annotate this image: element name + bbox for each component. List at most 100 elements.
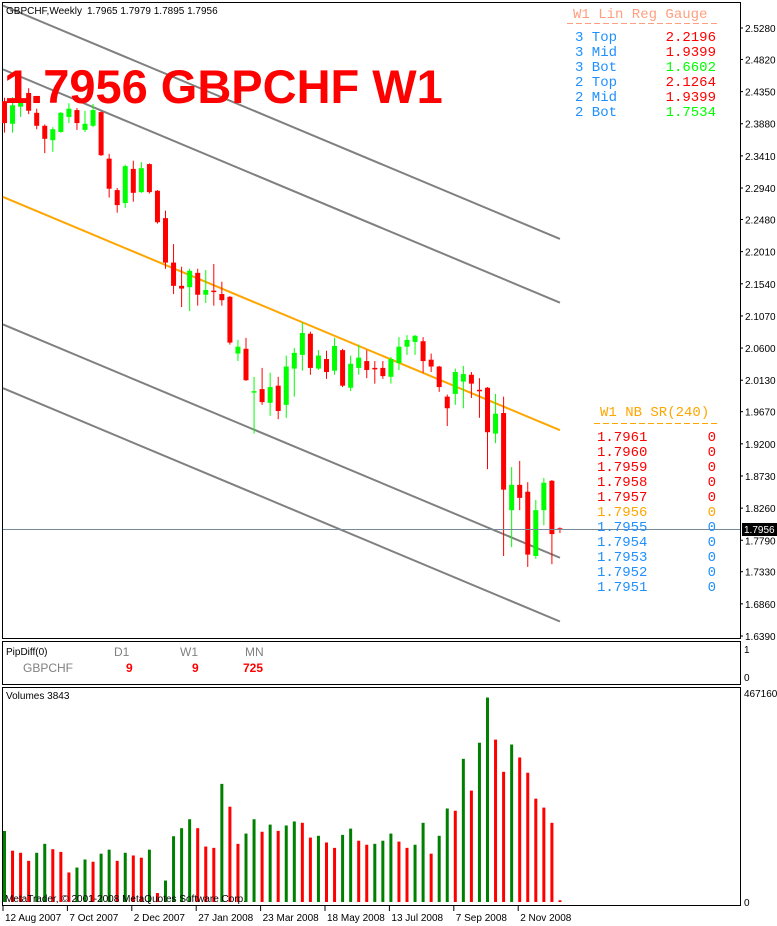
volume-bar [204, 846, 208, 902]
candle-body [364, 361, 370, 370]
price-tick-label: 1.8260 [745, 504, 776, 515]
candle-body [275, 385, 281, 411]
candles [2, 88, 563, 567]
candle-body [195, 272, 201, 295]
candle [517, 460, 523, 511]
candle [315, 350, 321, 370]
candle-body [235, 346, 241, 354]
candle-body [340, 350, 346, 386]
candle [130, 160, 136, 202]
candle [267, 372, 273, 416]
volume-bar [469, 790, 473, 902]
gauge-row-label: 2 Bot [575, 105, 617, 121]
time-tick-label: 23 Mar 2008 [263, 913, 320, 924]
candle [356, 344, 362, 375]
candle [324, 350, 329, 379]
chart-header-symbol: GBPCHF,Weekly [6, 6, 82, 17]
volume-bar [292, 821, 296, 902]
time-tick-label: 2 Dec 2007 [134, 913, 186, 924]
price-tick-label: 1.7330 [745, 568, 776, 579]
candle [452, 368, 458, 405]
time-tick-label: 7 Oct 2007 [69, 913, 118, 924]
candle-body [299, 333, 305, 355]
candle-body [2, 101, 7, 124]
watermark: MetaTrader, © 2001-2008 MetaQuotes Softw… [5, 894, 246, 905]
sr-row-count: 0 [708, 445, 716, 461]
price-tick-label: 2.1070 [745, 312, 776, 323]
candle [227, 296, 233, 345]
volume-bar [526, 772, 530, 902]
volume-bar [236, 843, 240, 902]
candle [114, 188, 120, 213]
pipdiff-axis-max: 1 [744, 645, 750, 656]
candle [195, 268, 201, 306]
volume-bar [139, 857, 143, 902]
time-tick-label: 27 Jan 2008 [198, 913, 253, 924]
volume-bar [437, 835, 441, 902]
volume-bar [19, 852, 23, 902]
candle [26, 88, 32, 115]
price-axis[interactable]: 2.5280 2.4820 2.4350 2.3880 2.3410 2.2940 2.24… [740, 24, 776, 643]
pipdiff-value-mn: 725 [243, 661, 263, 675]
candle [460, 365, 466, 409]
volume-bar [115, 860, 119, 902]
candle-body [412, 335, 418, 342]
candle-body [517, 484, 523, 498]
sr-row-price: 1.7955 [597, 520, 647, 536]
candle [50, 127, 56, 152]
sr-row-count: 0 [708, 430, 716, 446]
volume-bar [421, 822, 425, 902]
candle [34, 108, 40, 130]
candle [259, 367, 265, 405]
sr-row-price: 1.7958 [597, 475, 647, 491]
price-tick-label: 2.2010 [745, 248, 776, 259]
candle-body [541, 482, 547, 511]
gauge-row-value: 1.9399 [666, 45, 716, 61]
candle [106, 153, 112, 198]
volume-bar [534, 798, 538, 902]
gauge-row-value: 1.6602 [666, 60, 716, 76]
candle-body [332, 346, 338, 371]
volume-bar [67, 872, 71, 902]
volume-axis-max: 467160 [744, 689, 777, 700]
candle-body [428, 359, 434, 367]
volume-bar [43, 843, 47, 902]
volume-bars [3, 697, 562, 902]
volume-bar [244, 833, 248, 902]
candle-body [452, 372, 458, 394]
volume-bar [59, 851, 63, 902]
candle [187, 268, 193, 312]
gauge-row-label: 2 Top [575, 75, 617, 91]
price-tick-label: 2.4350 [745, 88, 776, 99]
candle-body [42, 125, 48, 139]
volume-bar [429, 853, 433, 902]
volume-bar [123, 852, 127, 902]
volume-bar [477, 742, 481, 902]
candle-body [106, 158, 112, 189]
time-tick-label: 18 May 2008 [327, 913, 385, 924]
candle [307, 331, 313, 375]
overlay-price-title: 1.7956 GBPCHF W1 [4, 60, 443, 113]
sr-row-count: 0 [708, 475, 716, 491]
candle [364, 350, 370, 379]
volume-bar [99, 853, 103, 902]
volume-bar [381, 840, 385, 902]
candle-body [130, 168, 136, 193]
sr-row-price: 1.7951 [597, 580, 647, 596]
candle-body [380, 367, 386, 377]
candle [412, 335, 418, 355]
pipdiff-panel-frame [2, 641, 741, 685]
pipdiff-col-d1: D1 [114, 645, 130, 659]
sr-row-count: 0 [708, 460, 716, 476]
candle-body [283, 366, 289, 405]
volume-bar [147, 849, 151, 902]
candle [2, 97, 7, 133]
volume-bar [333, 847, 337, 902]
candle-body [98, 112, 104, 156]
sr-row-price: 1.7957 [597, 490, 647, 506]
volume-bar [212, 847, 216, 902]
time-axis[interactable]: 12 Aug 2007 7 Oct 2007 2 Dec 2007 27 Jan 20… [2, 906, 572, 924]
gauge-row-value: 1.9399 [666, 90, 716, 106]
candle [138, 162, 144, 193]
